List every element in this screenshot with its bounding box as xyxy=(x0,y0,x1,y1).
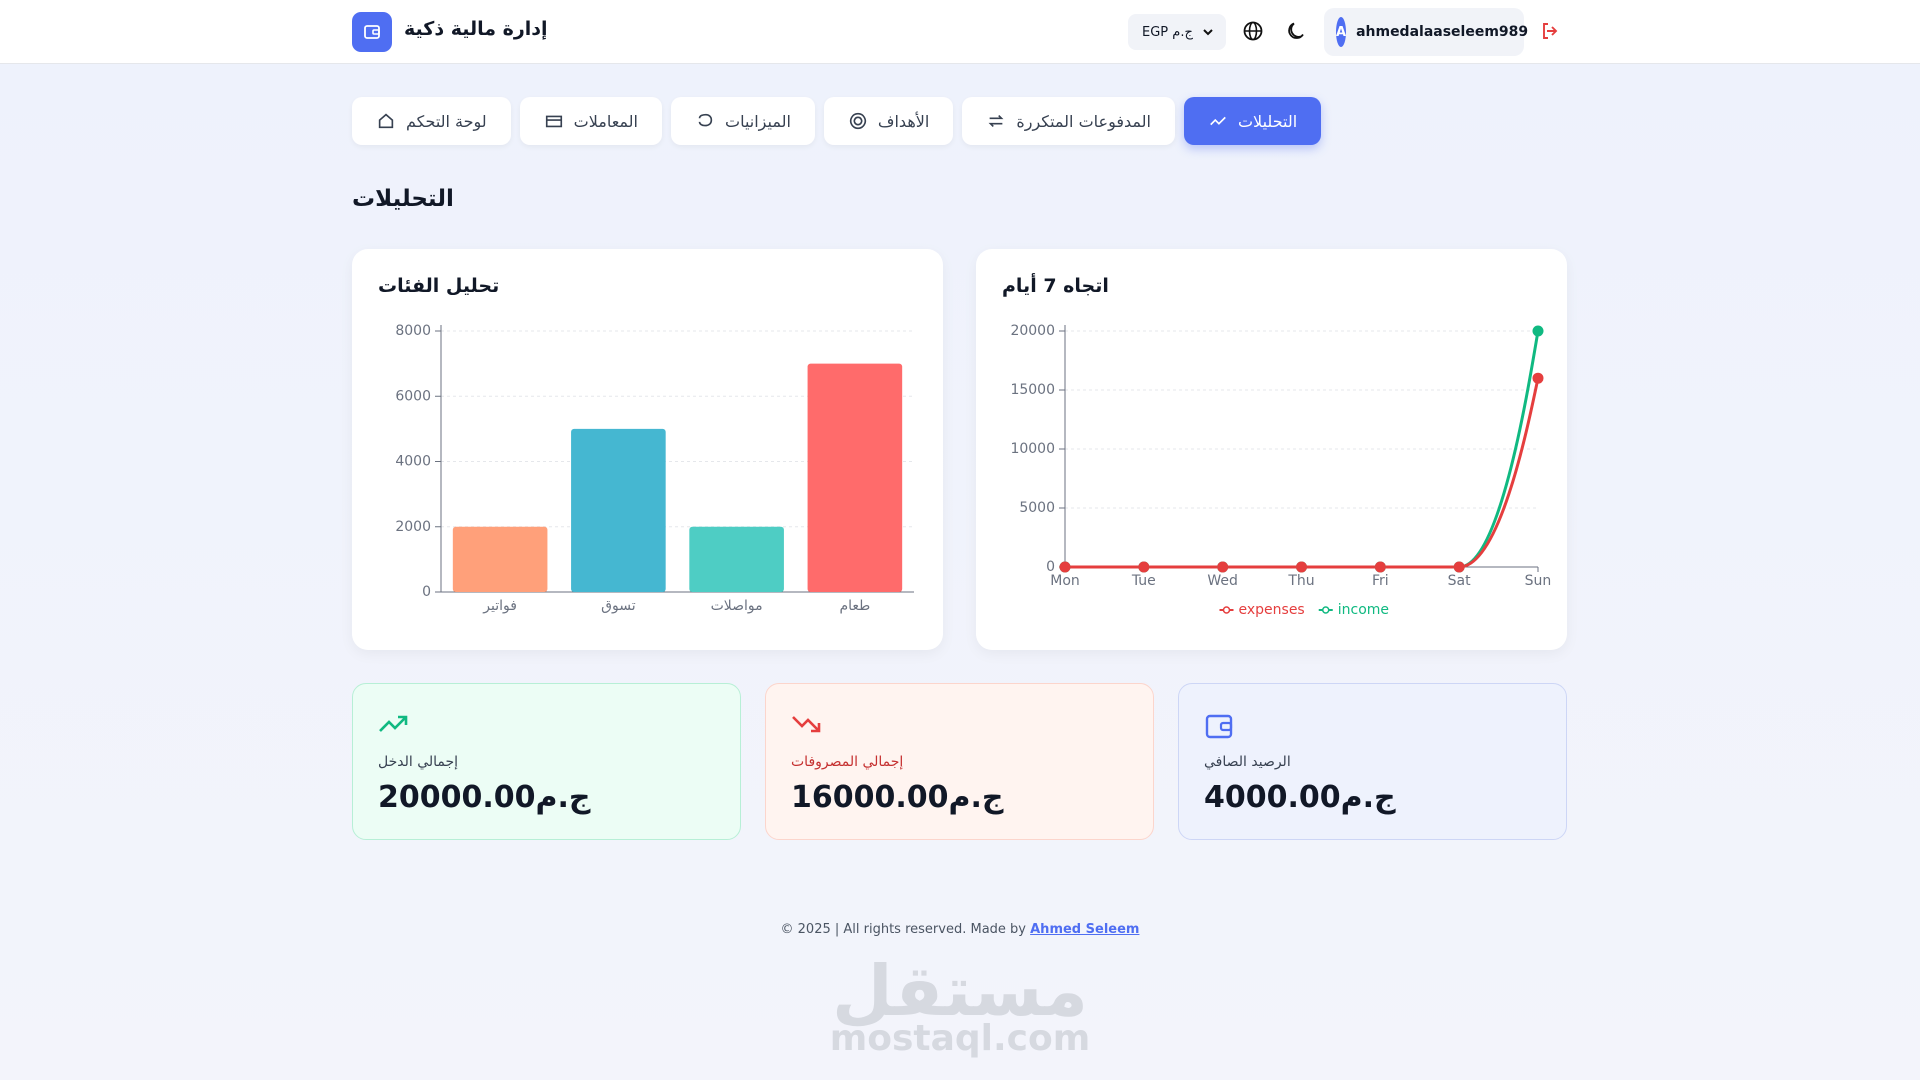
stat-amount: 20000.00ج.م xyxy=(378,780,591,815)
chevron xyxy=(1203,29,1213,36)
chart: 0 2000 4000 6000 8000 فواتير تسوق مواصلات طعام xyxy=(395,323,914,614)
nav-item[interactable]: المدفوعات المتكررة xyxy=(962,97,1175,145)
legend-label: income xyxy=(1338,602,1389,618)
y-tick-label: 4000 xyxy=(395,454,431,470)
bar xyxy=(807,363,903,592)
stat-card: إجمالي الدخل 20000.00ج.م xyxy=(352,683,741,840)
nav-item[interactable]: لوحة التحكم xyxy=(352,97,511,145)
y-tick-label: 15000 xyxy=(1010,382,1055,398)
y-tick-label: 10000 xyxy=(1010,441,1055,457)
x-tick-label: تسوق xyxy=(601,598,636,614)
bar xyxy=(571,428,666,592)
nav: لوحة التحكم المعاملات الميزانيات الأهداف الم… xyxy=(352,97,1322,145)
nav-icon xyxy=(545,115,562,128)
language-button[interactable] xyxy=(1242,20,1264,42)
logo-icon xyxy=(364,25,380,39)
username: ahmedalaaseleem989 xyxy=(1356,24,1529,40)
bar xyxy=(689,526,784,592)
point xyxy=(1217,561,1229,573)
brand: إدارة مالية ذكية xyxy=(404,18,548,40)
point xyxy=(1296,561,1307,573)
legend-label: expenses xyxy=(1239,602,1305,618)
y-tick-label: 0 xyxy=(1046,559,1055,575)
nav-icon xyxy=(988,114,1004,128)
watermark-latin: mostaql.com xyxy=(829,1018,1091,1059)
trend-up-icon xyxy=(379,715,408,732)
nav-icon xyxy=(849,112,866,130)
y-tick-label: 20000 xyxy=(1010,323,1055,339)
nav-icon xyxy=(698,113,713,127)
footer: © 2025 | All rights reserved. Made by Ah… xyxy=(0,922,1920,937)
x-tick-label: Thu xyxy=(1287,573,1314,589)
x-tick-label: مواصلات xyxy=(711,598,763,614)
legend-swatch xyxy=(1222,606,1231,614)
chart-title: تحليل الفئات xyxy=(378,275,500,297)
stat-card: إجمالي المصروفات 16000.00ج.م xyxy=(765,683,1154,840)
y-tick-label: 2000 xyxy=(395,519,431,535)
logo[interactable] xyxy=(352,12,392,52)
stat-label: الرصيد الصافي xyxy=(1204,754,1291,770)
logout-button[interactable] xyxy=(1539,20,1561,42)
nav-item[interactable]: التحليلات xyxy=(1183,97,1322,145)
x-tick-label: طعام xyxy=(839,598,870,614)
x-tick-label: Mon xyxy=(1050,573,1080,589)
y-tick-label: 5000 xyxy=(1019,500,1055,516)
nav-label: الأهداف xyxy=(877,111,930,131)
nav-label: المدفوعات المتكررة xyxy=(1016,111,1151,131)
chart-title: اتجاه 7 أيام xyxy=(1002,275,1109,297)
nav-item[interactable]: المعاملات xyxy=(519,97,662,145)
nav-label: المعاملات xyxy=(573,111,638,131)
nav-icon xyxy=(1210,116,1226,126)
x-tick-label: Sat xyxy=(1448,573,1471,589)
point xyxy=(1453,561,1465,573)
x-tick-label: فواتير xyxy=(482,598,517,614)
trend-down-icon xyxy=(792,716,821,733)
x-tick-label: Fri xyxy=(1372,573,1389,589)
nav-item[interactable]: الميزانيات xyxy=(671,97,815,145)
point xyxy=(1138,561,1150,573)
stat-label: إجمالي الدخل xyxy=(378,754,459,770)
bar xyxy=(452,526,548,592)
nav-label: لوحة التحكم xyxy=(406,111,487,131)
line xyxy=(1065,377,1540,569)
y-tick-label: 8000 xyxy=(395,323,431,339)
chart-card: اتجاه 7 أيام 0 5000 10000 15000 20000 Mon Tue W… xyxy=(976,249,1567,650)
point xyxy=(1532,325,1544,337)
x-tick-label: Wed xyxy=(1207,573,1238,589)
chart-card: تحليل الفئات 0 2000 4000 6000 8000 فواتير تسوق… xyxy=(352,249,943,650)
stat-amount: 4000.00ج.م xyxy=(1204,780,1396,815)
x-tick-label: Tue xyxy=(1131,573,1156,589)
stat-amount: 16000.00ج.م xyxy=(791,780,1004,815)
stat-card: الرصيد الصافي 4000.00ج.م xyxy=(1178,683,1567,840)
avatar: A xyxy=(1336,17,1347,47)
point xyxy=(1374,561,1386,573)
nav-label: التحليلات xyxy=(1237,111,1298,131)
page-title: التحليلات xyxy=(352,186,454,212)
stat-label: إجمالي المصروفات xyxy=(791,754,904,770)
nav-item[interactable]: الأهداف xyxy=(823,97,954,145)
currency-option: EGP ج.م xyxy=(1142,24,1193,40)
y-tick-label: 6000 xyxy=(395,388,431,404)
watermark-arabic: مستقل xyxy=(831,950,1088,1032)
point xyxy=(1059,561,1071,573)
author-link[interactable]: Ahmed Seleem xyxy=(1030,922,1140,937)
currency-select[interactable]: EGP ج.م xyxy=(1128,14,1226,50)
point xyxy=(1532,372,1544,384)
wallet-icon xyxy=(1205,714,1233,739)
nav-label: الميزانيات xyxy=(725,111,791,131)
footer-text: © 2025 | All rights reserved. Made by xyxy=(780,922,1026,937)
nav-icon xyxy=(378,113,394,129)
y-tick-label: 0 xyxy=(422,584,431,600)
chart: 0 5000 10000 15000 20000 Mon Tue Wed Thu Fri Sat Su… xyxy=(1010,323,1552,618)
x-tick-label: Sun xyxy=(1525,573,1552,589)
theme-button[interactable] xyxy=(1286,20,1308,42)
legend-swatch xyxy=(1321,606,1330,614)
